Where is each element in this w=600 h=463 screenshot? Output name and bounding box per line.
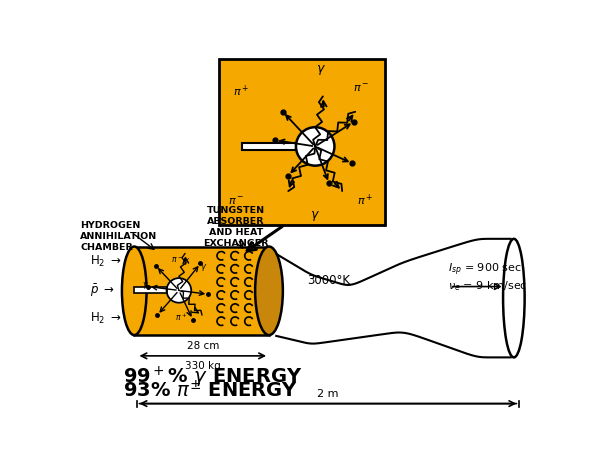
Circle shape: [167, 278, 191, 303]
Text: $\nu_e$ = 9 km/sec: $\nu_e$ = 9 km/sec: [448, 280, 528, 294]
Ellipse shape: [122, 246, 146, 335]
Text: 28 cm: 28 cm: [187, 341, 219, 351]
Text: $\pi^+$: $\pi^+$: [175, 312, 187, 323]
Text: $\gamma$: $\gamma$: [310, 209, 320, 223]
Bar: [134, 246, 269, 335]
Ellipse shape: [503, 239, 524, 357]
Text: 93% $\pi^{\pm}$ ENERGY: 93% $\pi^{\pm}$ ENERGY: [123, 380, 298, 401]
Text: $\pi^-$: $\pi^-$: [171, 256, 183, 265]
Bar: [242, 143, 296, 150]
Text: $\gamma$: $\gamma$: [316, 63, 326, 77]
Text: TUNGSTEN
ABSORBER
AND HEAT
EXCHANGER: TUNGSTEN ABSORBER AND HEAT EXCHANGER: [203, 206, 269, 248]
Bar: [134, 288, 167, 294]
Text: $\gamma$: $\gamma$: [200, 262, 208, 273]
Text: 2 m: 2 m: [317, 389, 338, 399]
Text: H$_2$ $\rightarrow$: H$_2$ $\rightarrow$: [91, 311, 122, 326]
Bar: [219, 59, 385, 225]
Text: 3000°K: 3000°K: [308, 274, 350, 287]
Text: $\gamma$: $\gamma$: [142, 280, 149, 291]
Text: $\gamma$: $\gamma$: [183, 257, 190, 268]
Text: $\pi^-$: $\pi^-$: [228, 196, 245, 207]
Text: 330 kg: 330 kg: [185, 361, 221, 371]
Text: H$_2$ $\rightarrow$: H$_2$ $\rightarrow$: [91, 254, 122, 269]
Ellipse shape: [255, 246, 283, 335]
Circle shape: [296, 127, 334, 166]
Text: $\mathit{I}_{sp}$ = 900 sec: $\mathit{I}_{sp}$ = 900 sec: [448, 262, 522, 278]
Text: $\bar{p}$ $\rightarrow$: $\bar{p}$ $\rightarrow$: [91, 282, 115, 299]
Text: HYDROGEN
ANNIHILATION
CHAMBER: HYDROGEN ANNIHILATION CHAMBER: [80, 221, 158, 252]
Text: 99$^+$% $\gamma$ ENERGY: 99$^+$% $\gamma$ ENERGY: [123, 365, 302, 390]
Text: $\pi^+$: $\pi^+$: [358, 193, 374, 208]
Text: $\pi^+$: $\pi^+$: [233, 84, 249, 100]
Text: $\pi^-$: $\pi^-$: [353, 83, 369, 94]
